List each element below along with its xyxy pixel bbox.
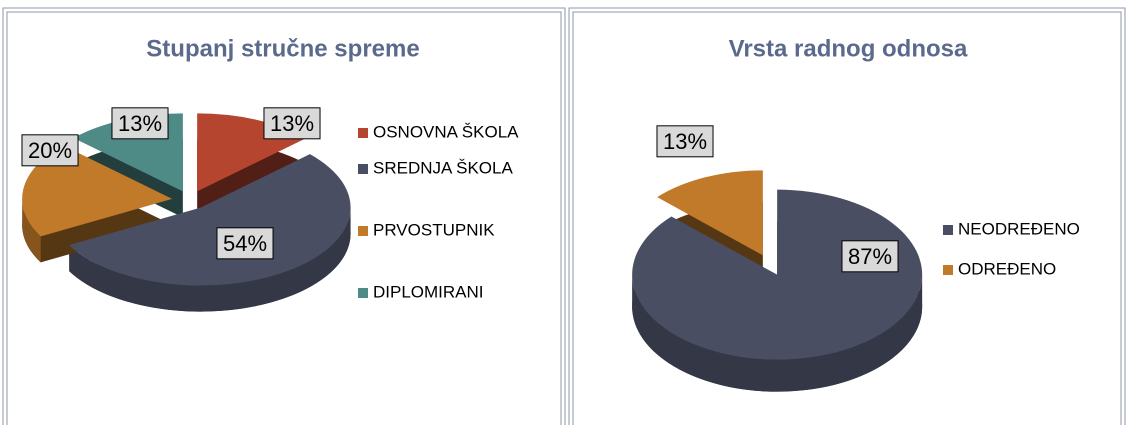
legend-swatch [943, 225, 953, 235]
slice-side [632, 274, 923, 392]
data-label: 54% [223, 231, 267, 256]
legend-swatch [358, 128, 368, 138]
panel-border [568, 7, 1126, 425]
slice [22, 145, 173, 237]
panel-border [2, 7, 566, 425]
data-label: 13% [118, 111, 162, 136]
slice [632, 189, 923, 360]
legend-swatch [943, 265, 953, 275]
legend-label: DIPLOMIRANI [373, 282, 484, 301]
slice-side [69, 207, 351, 312]
data-label: 13% [270, 111, 314, 136]
data-label: 87% [848, 244, 892, 269]
slice [657, 170, 763, 256]
data-label-box [656, 125, 714, 158]
data-label-box [841, 240, 899, 273]
chart-title: Stupanj stručne spreme [146, 35, 419, 62]
legend-swatch [358, 288, 368, 298]
slice-side [22, 198, 41, 263]
pie-slices [632, 170, 923, 392]
slice [69, 154, 351, 286]
legend-label: NEODREĐENO [958, 219, 1080, 238]
legend-label: ODREĐENO [958, 259, 1056, 278]
legend-label: OSNOVNA ŠKOLA [373, 122, 519, 141]
legend-swatch [358, 164, 368, 174]
panel-border [572, 11, 1122, 425]
data-label-box [216, 227, 274, 260]
data-label-box [111, 107, 169, 140]
data-label-box [263, 107, 321, 140]
data-label-box [21, 134, 79, 167]
panel-border [6, 11, 562, 425]
legend-swatch [358, 226, 368, 236]
legend-label: SREDNJA ŠKOLA [373, 158, 513, 177]
data-label: 13% [663, 129, 707, 154]
data-label: 20% [28, 138, 72, 163]
legend-label: PRVOSTUPNIK [373, 220, 495, 239]
chart-title: Vrsta radnog odnosa [729, 35, 968, 62]
